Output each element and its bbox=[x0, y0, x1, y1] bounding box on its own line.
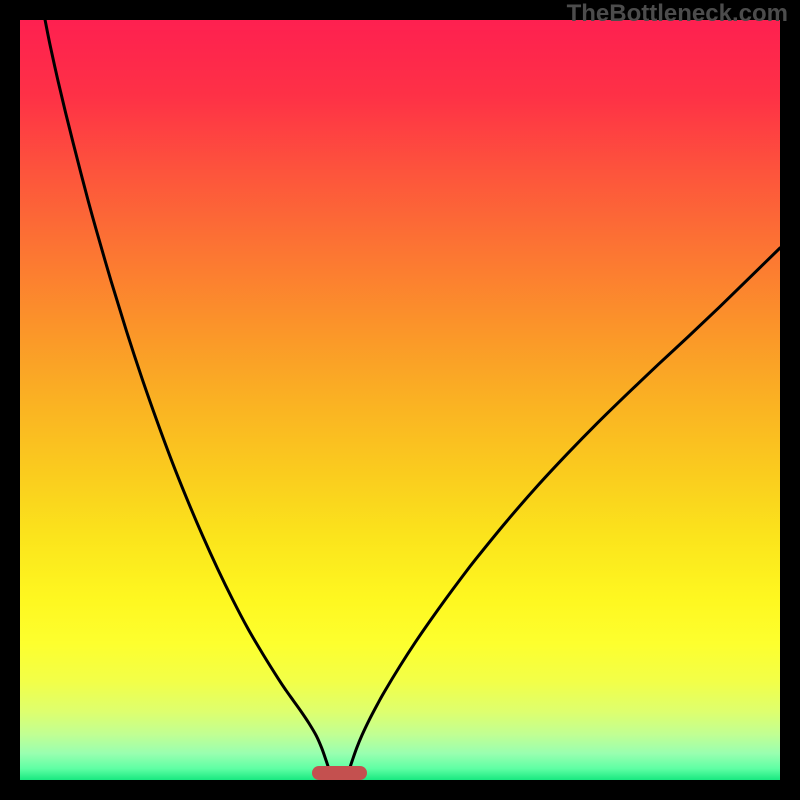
plot-area bbox=[20, 20, 780, 780]
optimum-marker bbox=[312, 766, 367, 780]
watermark-text: TheBottleneck.com bbox=[567, 0, 788, 28]
chart-container: TheBottleneck.com bbox=[0, 0, 800, 800]
curve-layer bbox=[20, 20, 780, 780]
bottleneck-curve bbox=[45, 20, 780, 780]
